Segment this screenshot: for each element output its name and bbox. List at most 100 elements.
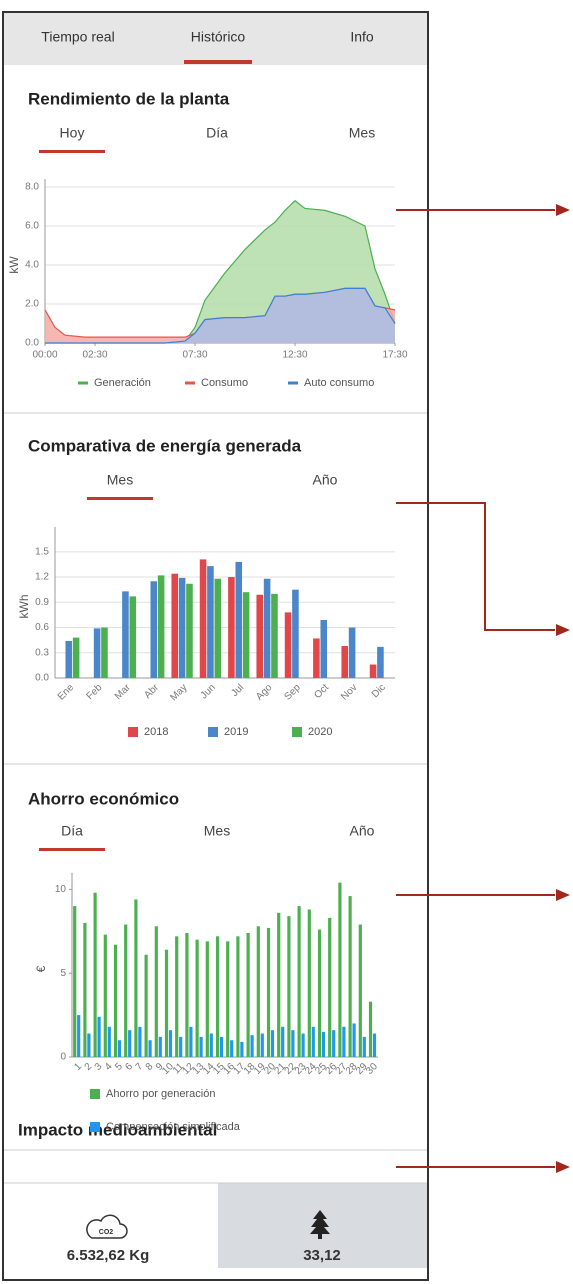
bar [195,939,199,1057]
tab-bar [4,13,427,65]
bar [260,1033,264,1057]
arrowhead [556,204,570,216]
bar [348,896,352,1057]
bar [113,944,118,1057]
bar [377,646,384,678]
bar [263,578,271,678]
bar [73,906,77,1057]
subtab[interactable]: Año [313,472,338,488]
bar [189,1026,193,1057]
y-axis-label: € [34,965,48,972]
bar [342,1026,346,1057]
bar [352,1023,356,1057]
bar [101,627,108,678]
y-tick-label: 0.0 [35,673,49,684]
x-tick-label: 00:00 [32,350,57,361]
tab[interactable]: Tiempo real [41,29,114,45]
y-tick-label: 4.0 [25,260,39,271]
y-tick-label: 1.2 [35,572,49,583]
bar [332,1030,336,1057]
subtab[interactable]: Día [206,125,228,141]
bar [311,1026,315,1057]
bar [287,916,291,1057]
bar [215,936,220,1057]
subtab[interactable]: Año [350,823,375,839]
bar [369,664,377,678]
bar [297,906,301,1057]
section-title: Rendimiento de la planta [28,89,230,108]
bar [150,581,158,678]
bar [307,909,311,1057]
subtab[interactable]: Mes [349,125,375,141]
line [45,287,396,344]
legend-label: 2019 [224,726,248,738]
bar [185,932,189,1057]
bar [292,589,299,678]
bar [93,628,101,678]
bar [236,936,240,1057]
legend-label: Auto consumo [304,377,374,389]
bar [242,592,250,678]
bar [134,899,138,1057]
co2-value: 6.532,62 Kg [67,1247,150,1264]
bar [97,1016,101,1057]
bar [103,934,107,1057]
bar [117,1040,122,1057]
bar [122,591,129,678]
subtab[interactable]: Día [61,823,83,839]
bar [372,1033,377,1057]
bar [164,949,169,1057]
legend-swatch [128,727,138,737]
bar [175,936,179,1057]
bar [270,1030,275,1057]
bar [230,1040,234,1057]
bar [178,577,186,678]
bar [93,892,97,1057]
bar [72,637,80,678]
subtab-underline [39,848,105,851]
subtab[interactable]: Mes [107,472,133,488]
y-tick-label: 0.3 [35,647,49,658]
x-tick-label: 17:30 [382,350,407,361]
legend-label: 2020 [308,726,332,738]
legend-swatch [90,1122,100,1132]
legend-label: Ahorro por generación [106,1088,215,1100]
bar [228,577,235,678]
bar [256,594,264,678]
bar [128,1030,132,1057]
bar [240,1041,244,1057]
subtab[interactable]: Mes [204,823,230,839]
bar [209,1033,213,1057]
bar [358,924,362,1057]
y-tick-label: 6.0 [25,221,39,232]
tab[interactable]: Histórico [191,29,246,45]
bar [348,627,356,678]
bar [284,612,292,678]
section-title: Comparativa de energía generada [28,436,302,455]
tab-underline [184,60,252,64]
y-tick-label: 0.6 [35,622,49,633]
subtab[interactable]: Hoy [60,125,85,141]
bar [207,566,214,678]
bar [171,573,179,678]
arrowheads [556,204,570,1173]
bar [328,917,332,1057]
legend-swatch [90,1089,100,1099]
y-tick-label: 5 [60,968,66,979]
section-title: Ahorro económico [28,789,179,808]
bar [271,593,278,678]
subtab-underline [39,150,105,153]
bar [321,1031,326,1057]
bar [77,1015,81,1057]
bar [168,1030,173,1057]
legend-label: Generación [94,377,151,389]
y-tick-label: 0.0 [25,338,39,349]
co2-icon-text: CO2 [99,1229,114,1236]
tab[interactable]: Info [350,29,374,45]
trees-value: 33,12 [303,1247,341,1264]
y-tick-label: 0.9 [35,597,49,608]
bar [199,559,207,678]
x-tick-label: 02:30 [82,350,107,361]
bar [65,640,73,678]
y-tick-label: 8.0 [25,182,39,193]
